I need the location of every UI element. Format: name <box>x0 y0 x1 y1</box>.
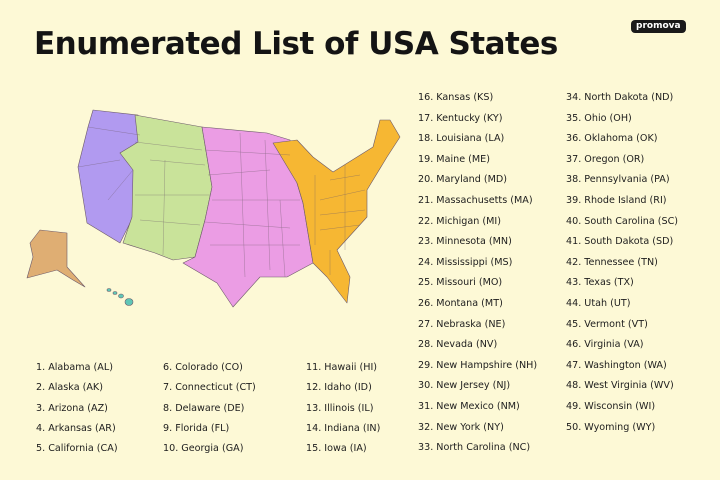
state-list-item: 14. Indiana (IN) <box>306 422 381 434</box>
state-list-item: 25. Missouri (MO) <box>418 277 503 289</box>
state-list-item: 18. Louisiana (LA) <box>418 133 505 145</box>
state-list-item: 32. New York (NY) <box>418 421 504 433</box>
state-list-item: 27. Nebraska (NE) <box>418 318 506 330</box>
state-list-item: 24. Mississippi (MS) <box>418 256 513 268</box>
state-list-item: 33. North Carolina (NC) <box>418 442 531 454</box>
state-list-item: 20. Maryland (MD) <box>418 174 507 186</box>
state-list-item: 22. Michigan (MI) <box>418 215 501 227</box>
state-list-item: 41. South Dakota (SD) <box>566 236 674 248</box>
promova-logo: promova <box>631 20 686 33</box>
state-list-item: 5. California (CA) <box>36 443 118 455</box>
state-list-item: 9. Florida (FL) <box>163 422 230 434</box>
state-list-item: 29. New Hampshire (NH) <box>418 359 538 371</box>
state-list-item: 37. Oregon (OR) <box>566 153 645 165</box>
state-list-item: 28. Nevada (NV) <box>418 339 498 351</box>
state-list-item: 4. Arkansas (AR) <box>36 422 116 434</box>
state-list-item: 46. Virginia (VA) <box>566 339 644 351</box>
state-list-item: 10. Georgia (GA) <box>163 443 244 455</box>
map-hawaii <box>106 288 134 306</box>
map-region-east <box>272 119 401 304</box>
state-list-item: 42. Tennessee (TN) <box>566 256 658 268</box>
page-title: Enumerated List of USA States <box>34 26 558 62</box>
state-list-item: 49. Wisconsin (WI) <box>566 401 656 412</box>
state-list-item: 48. West Virginia (WV) <box>566 380 674 392</box>
state-list-item: 21. Massachusetts (MA) <box>418 195 533 206</box>
state-list-item: 39. Rhode Island (RI) <box>566 195 667 206</box>
state-list-item: 15. Iowa (IA) <box>306 443 367 455</box>
state-list-item: 44. Utah (UT) <box>566 298 631 309</box>
state-list-item: 47. Washington (WA) <box>566 359 667 371</box>
state-list-item: 23. Minnesota (MN) <box>418 236 512 248</box>
state-list-item: 36. Oklahoma (OK) <box>566 133 658 145</box>
state-list-item: 16. Kansas (KS) <box>418 92 494 103</box>
state-list-item: 34. North Dakota (ND) <box>566 92 674 103</box>
state-list-item: 8. Delaware (DE) <box>163 402 245 414</box>
state-list-item: 45. Vermont (VT) <box>566 318 648 330</box>
state-list-item: 30. New Jersey (NJ) <box>418 380 511 392</box>
state-list-item: 43. Texas (TX) <box>566 277 634 289</box>
state-list-item: 35. Ohio (OH) <box>566 112 632 124</box>
state-list-item: 13. Illinois (IL) <box>306 402 374 414</box>
state-list-item: 7. Connecticut (CT) <box>163 382 256 394</box>
state-list-item: 19. Maine (ME) <box>418 153 490 165</box>
state-list-item: 1. Alabama (AL) <box>36 362 113 373</box>
state-list-item: 6. Colorado (CO) <box>163 362 243 373</box>
state-list-item: 26. Montana (MT) <box>418 298 503 309</box>
state-list-item: 3. Arizona (AZ) <box>36 402 108 414</box>
state-list-item: 12. Idaho (ID) <box>306 382 372 394</box>
map-alaska <box>26 229 86 288</box>
state-list-item: 2. Alaska (AK) <box>36 382 103 394</box>
state-borders <box>77 126 366 278</box>
state-list-item: 50. Wyoming (WY) <box>566 421 656 433</box>
state-list-item: 11. Hawaii (HI) <box>306 362 378 373</box>
state-list-item: 17. Kentucky (KY) <box>418 112 503 124</box>
state-list-item: 40. South Carolina (SC) <box>566 215 679 227</box>
state-list-item: 31. New Mexico (NM) <box>418 401 520 412</box>
state-list-item: 38. Pennsylvania (PA) <box>566 174 670 186</box>
